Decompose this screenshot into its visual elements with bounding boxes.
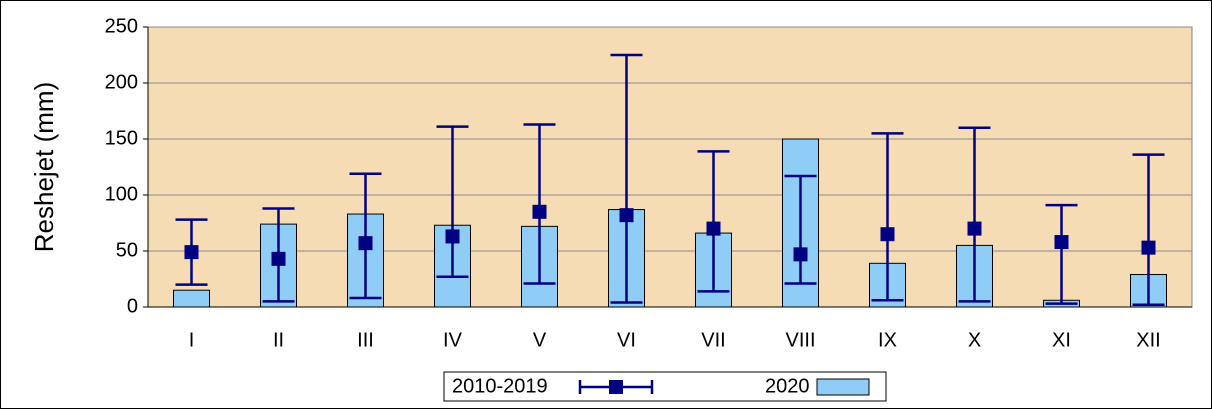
- legend-label: 2010-2019: [452, 375, 548, 397]
- x-tick-label: II: [273, 329, 284, 351]
- x-tick-label: III: [357, 329, 374, 351]
- x-tick-label: IV: [443, 329, 463, 351]
- legend: [443, 371, 887, 402]
- plot-area: [147, 26, 1193, 308]
- y-tick-label: 100: [105, 183, 138, 205]
- x-tick-label: VI: [617, 329, 636, 351]
- y-axis-label: Reshejet (mm): [29, 82, 59, 252]
- mean-marker: [271, 251, 286, 266]
- mean-marker: [619, 208, 634, 223]
- legend-label: 2020: [765, 375, 810, 397]
- x-tick-label: VII: [701, 329, 725, 351]
- mean-marker: [706, 221, 721, 236]
- mean-marker: [1054, 235, 1069, 250]
- x-tick-label: XI: [1052, 329, 1071, 351]
- mean-marker: [445, 229, 460, 244]
- mean-marker: [1141, 240, 1156, 255]
- x-tick-label: IX: [878, 329, 897, 351]
- mean-marker: [880, 227, 895, 242]
- legend-swatch: [816, 378, 870, 396]
- x-tick-label: XII: [1136, 329, 1160, 351]
- y-tick-label: 0: [127, 295, 138, 317]
- mean-marker: [793, 247, 808, 262]
- mean-marker: [184, 245, 199, 260]
- legend-swatch: [609, 380, 623, 394]
- x-tick-label: V: [533, 329, 547, 351]
- y-tick-label: 250: [105, 15, 138, 37]
- x-tick-label: VIII: [785, 329, 815, 351]
- mean-marker: [967, 221, 982, 236]
- mean-marker: [358, 236, 373, 251]
- x-tick-label: X: [968, 329, 981, 351]
- y-tick-label: 50: [116, 239, 138, 261]
- mean-marker: [532, 204, 547, 219]
- y-tick-label: 150: [105, 127, 138, 149]
- y-tick-label: 200: [105, 71, 138, 93]
- x-tick-label: I: [189, 329, 195, 351]
- bar: [173, 289, 210, 308]
